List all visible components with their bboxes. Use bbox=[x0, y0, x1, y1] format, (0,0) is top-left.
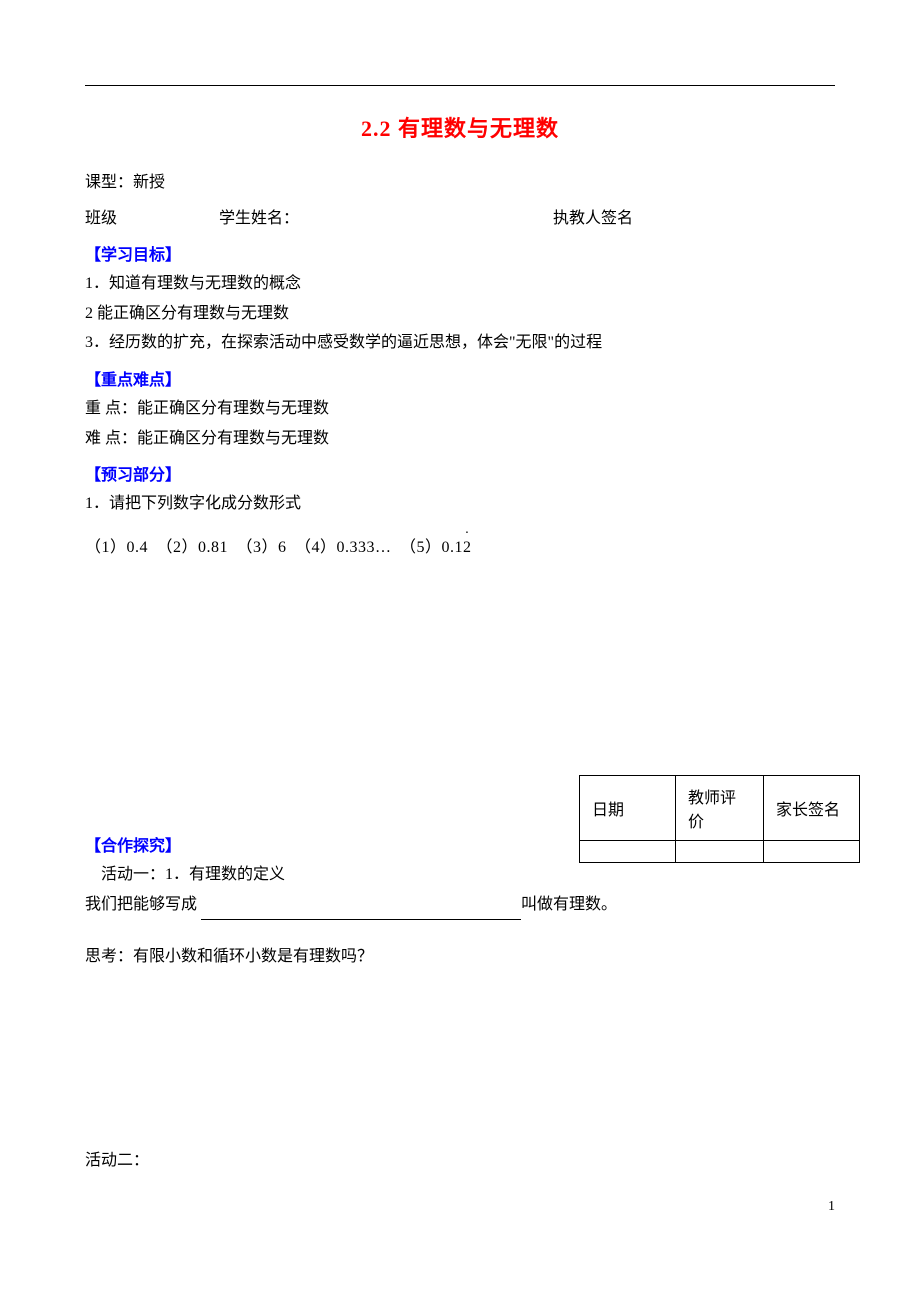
objective-item: 2 能正确区分有理数与无理数 bbox=[85, 299, 835, 329]
top-rule bbox=[85, 85, 835, 86]
course-type: 课型：新授 bbox=[85, 168, 835, 198]
document-title: 2.2 有理数与无理数 bbox=[85, 111, 835, 143]
student-name-label: 学生姓名： bbox=[219, 204, 549, 234]
exercise-row: （1）0.4 （2）0.81 （3）6 （4）0.333… （5）0.12 bbox=[85, 533, 835, 563]
parent-sign-header: 家长签名 bbox=[764, 776, 860, 841]
preview-intro: 1．请把下列数字化成分数形式 bbox=[85, 489, 835, 519]
keypoint-item: 重 点：能正确区分有理数与无理数 bbox=[85, 394, 835, 424]
objective-item: 1．知道有理数与无理数的概念 bbox=[85, 269, 835, 299]
teacher-eval-cell bbox=[676, 841, 764, 863]
activity-one-fill: 我们把能够写成 叫做有理数。 bbox=[85, 890, 835, 920]
class-label: 班级 bbox=[85, 204, 215, 234]
teacher-eval-header: 教师评价 bbox=[676, 776, 764, 841]
table-row bbox=[580, 841, 860, 863]
fill-prefix: 我们把能够写成 bbox=[85, 896, 201, 913]
info-row: 班级 学生姓名： 执教人签名 bbox=[85, 204, 835, 234]
table-row: 日期 教师评价 家长签名 bbox=[580, 776, 860, 841]
date-header: 日期 bbox=[580, 776, 676, 841]
blank-line bbox=[201, 919, 521, 920]
thinking-prompt: 思考：有限小数和循环小数是有理数吗？ bbox=[85, 942, 835, 972]
page-number: 1 bbox=[828, 1199, 835, 1215]
activity-two-title: 活动二： bbox=[85, 1146, 835, 1176]
objective-item: 3．经历数的扩充，在探索活动中感受数学的逼近思想，体会"无限"的过程 bbox=[85, 328, 835, 358]
teacher-signature-label: 执教人签名 bbox=[553, 204, 633, 234]
activity-one-title: 活动一：1．有理数的定义 bbox=[85, 860, 835, 890]
exercise-numbers: （1）0.4 （2）0.81 （3）6 （4）0.333… （5）0.1 bbox=[85, 539, 463, 556]
signature-table: 日期 教师评价 家长签名 bbox=[579, 775, 860, 863]
fill-suffix: 叫做有理数。 bbox=[521, 896, 617, 913]
keypoint-item: 难 点：能正确区分有理数与无理数 bbox=[85, 424, 835, 454]
date-cell bbox=[580, 841, 676, 863]
parent-sign-cell bbox=[764, 841, 860, 863]
recurring-digit: 2 bbox=[463, 533, 472, 563]
preview-header: 【预习部分】 bbox=[85, 461, 835, 485]
keypoints-header: 【重点难点】 bbox=[85, 366, 835, 390]
objectives-header: 【学习目标】 bbox=[85, 241, 835, 265]
